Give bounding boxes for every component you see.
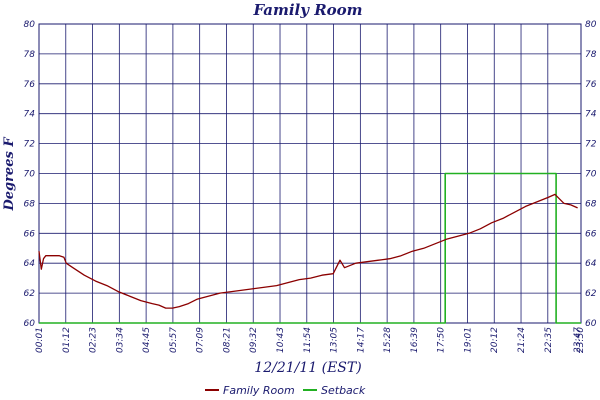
- x-tick-label: 20:12: [490, 327, 500, 353]
- y-tick-label-right: 76: [585, 80, 597, 90]
- series-line-setback: [39, 172, 581, 324]
- x-tick-label: 16:39: [410, 327, 420, 353]
- y-tick-label-left: 62: [24, 289, 36, 299]
- y-tick-label-right: 72: [585, 140, 597, 150]
- x-tick-label: 07:09: [196, 327, 206, 353]
- setback-layer: [39, 172, 581, 324]
- x-tick-label: 13:05: [330, 327, 340, 353]
- x-tick-label: 02:23: [89, 327, 99, 353]
- y-tick-label-left: 74: [24, 110, 36, 120]
- y-tick-label-left: 60: [24, 319, 36, 329]
- x-tick-label: 14:17: [356, 327, 366, 353]
- x-tick-label: 00:01: [35, 327, 45, 353]
- legend: Family Room Setback: [205, 384, 366, 397]
- y-tick-label-left: 70: [24, 170, 36, 180]
- y-tick-label-left: 72: [24, 140, 36, 150]
- legend-label-family-room: Family Room: [223, 384, 295, 397]
- y-tick-label-right: 62: [585, 289, 597, 299]
- y-tick-label-left: 78: [24, 50, 36, 60]
- y-tick-label-left: 80: [24, 20, 36, 30]
- x-tick-label: 21:24: [517, 327, 527, 353]
- y-tick-label-right: 80: [585, 20, 597, 30]
- y-tick-label-right: 78: [585, 50, 597, 60]
- chart-title: Family Room: [252, 1, 362, 19]
- y-tick-label-right: 64: [585, 259, 597, 269]
- x-tick-label: 17:50: [437, 327, 447, 353]
- grid: [38, 23, 582, 324]
- y-tick-label-left: 66: [24, 229, 36, 239]
- x-tick-label: 05:57: [169, 327, 179, 353]
- x-tick-label: 23:47: [573, 327, 583, 353]
- y-tick-label-left: 76: [24, 80, 36, 90]
- series-layer: [38, 193, 578, 309]
- y-tick-label-right: 60: [585, 319, 597, 329]
- x-tick-label: 11:54: [303, 327, 313, 353]
- x-tick-label: 15:28: [383, 327, 393, 353]
- y-ticks-left: 60 62 64 66 68 70 72 74 76 78 80: [24, 20, 36, 329]
- y-axis-label: Degrees F: [2, 137, 17, 212]
- y-tick-label-left: 64: [24, 259, 36, 269]
- x-tick-label: 03:34: [115, 327, 125, 353]
- series-line-family-room: [38, 193, 578, 309]
- legend-label-setback: Setback: [321, 384, 366, 397]
- x-tick-label: 09:32: [249, 327, 259, 353]
- y-tick-label-right: 68: [585, 199, 597, 209]
- x-ticks: 00:01 01:12 02:23 03:34 04:45 05:57 07:09 08:21…: [35, 327, 586, 353]
- x-tick-label: 04:45: [142, 327, 152, 353]
- x-tick-label: 01:12: [62, 327, 72, 353]
- x-tick-label: 08:21: [222, 327, 232, 353]
- y-tick-label-right: 70: [585, 170, 597, 180]
- x-tick-label: 22:35: [544, 327, 554, 353]
- y-ticks-right: 60 62 64 66 68 70 72 74 76 78 80: [585, 20, 597, 329]
- y-tick-label-right: 74: [585, 110, 597, 120]
- y-tick-label-left: 68: [24, 199, 36, 209]
- x-tick-label: 19:01: [463, 327, 473, 353]
- x-tick-label: 23:50: [576, 327, 586, 353]
- x-axis-label: 12/21/11 (EST): [254, 360, 361, 376]
- x-tick-label: 10:43: [276, 327, 286, 353]
- y-tick-label-right: 66: [585, 229, 597, 239]
